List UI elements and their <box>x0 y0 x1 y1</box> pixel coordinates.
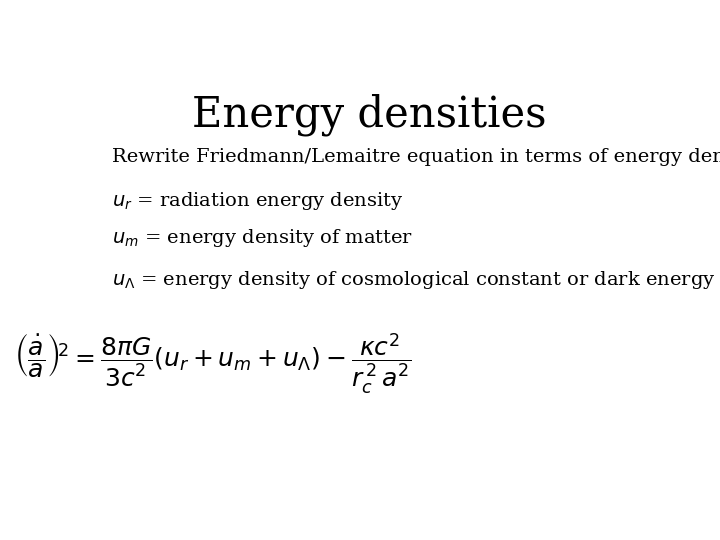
Text: Rewrite Friedmann/Lemaitre equation in terms of energy densities.: Rewrite Friedmann/Lemaitre equation in t… <box>112 148 720 166</box>
Text: $u_{\Lambda}$ = energy density of cosmological constant or dark energy: $u_{\Lambda}$ = energy density of cosmol… <box>112 268 716 291</box>
Text: $u_r$ = radiation energy density: $u_r$ = radiation energy density <box>112 190 404 212</box>
Text: Energy densities: Energy densities <box>192 94 546 137</box>
Text: $u_m$ = energy density of matter: $u_m$ = energy density of matter <box>112 227 413 249</box>
Text: $\left(\dfrac{\dot{a}}{a}\right)^{\!2} = \dfrac{8\pi G}{3c^2}\left(u_r + u_m + u: $\left(\dfrac{\dot{a}}{a}\right)^{\!2} =… <box>14 332 412 396</box>
